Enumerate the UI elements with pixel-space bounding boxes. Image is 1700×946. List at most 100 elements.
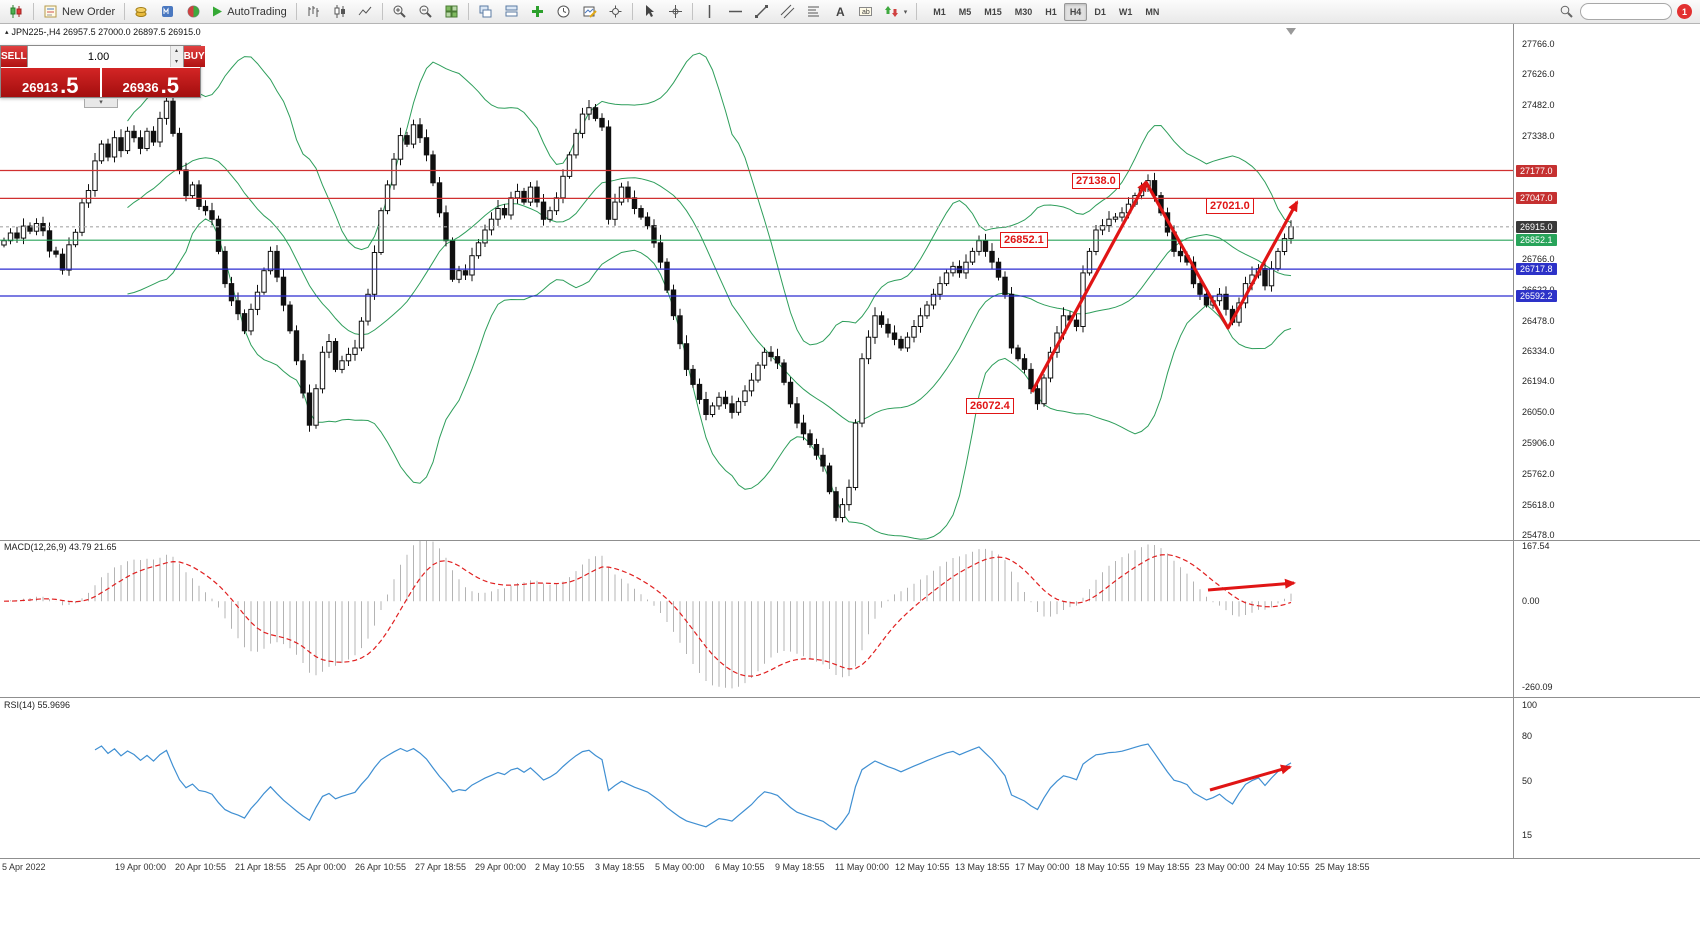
pane-separator[interactable]	[0, 697, 1700, 698]
volume-spinner: ▴ ▾	[169, 46, 183, 67]
cascade-windows-button[interactable]	[473, 2, 498, 22]
rsi-label: RSI(14) 55.9696	[4, 700, 71, 710]
horizontal-line-button[interactable]	[723, 2, 748, 22]
price-axis-label: 25762.0	[1522, 469, 1555, 480]
svg-text:ab: ab	[862, 9, 870, 16]
bars-chart-button[interactable]	[301, 2, 326, 22]
price-axis[interactable]: 27766.0 27626.0 27482.0 27338.0 26766.0 26622…	[1513, 24, 1700, 858]
timeframe-w1-button[interactable]: W1	[1113, 3, 1139, 21]
time-axis-label: 19 May 18:55	[1135, 862, 1190, 872]
price-axis-label: 27766.0	[1522, 39, 1555, 50]
toolbar-separator	[33, 3, 34, 20]
vline-icon	[708, 5, 710, 18]
sell-price-main: 26913	[21, 80, 59, 96]
arrows-button[interactable]: ▾	[879, 2, 913, 22]
notification-badge[interactable]: 1	[1677, 4, 1692, 19]
timeframe-d1-button[interactable]: D1	[1088, 3, 1112, 21]
toolbar-separator	[124, 3, 126, 20]
time-axis-label: 12 May 10:55	[895, 862, 950, 872]
timeframe-h4-button[interactable]: H4	[1063, 2, 1088, 21]
mql5-icon	[162, 6, 174, 17]
pane-separator	[0, 858, 1700, 859]
order-ticket-icon	[44, 5, 57, 18]
market-button[interactable]	[181, 2, 206, 22]
price-axis-label: 26050.0	[1522, 407, 1555, 418]
ohlc-text: JPN225-,H4 26957.5 27000.0 26897.5 26915…	[11, 27, 201, 37]
macd-label: MACD(12,26,9) 43.79 21.65	[4, 542, 117, 552]
price-chart-pane[interactable]: 27138.0 27021.0 26852.1 26072.4	[0, 24, 1513, 540]
line-chart-button[interactable]	[353, 2, 378, 22]
price-axis-label: 25478.0	[1522, 530, 1555, 541]
one-click-trading-panel: SELL ▴ ▾ BUY 26913.5 26936.5	[0, 45, 205, 99]
price-axis-label: 27626.0	[1522, 69, 1555, 80]
time-axis-label: 29 Apr 00:00	[475, 862, 527, 872]
channel-button[interactable]	[775, 2, 800, 22]
rsi-pane[interactable]: RSI(14) 55.9696	[0, 698, 1513, 858]
timeframe-m1-button[interactable]: M1	[927, 3, 952, 21]
text-button[interactable]: A	[827, 2, 852, 22]
price-axis-label: 26622.0	[1522, 285, 1555, 295]
time-axis[interactable]: 5 Apr 2022 19 Apr 00:00 20 Apr 10:55 21 Apr…	[0, 858, 1513, 946]
zoom-out-button[interactable]	[413, 2, 438, 22]
buy-price-display[interactable]: 26936.5	[101, 68, 200, 99]
arrange-windows-button[interactable]	[499, 2, 524, 22]
indicators-button[interactable]	[525, 2, 550, 22]
cursor-icon	[645, 5, 654, 17]
chart-settings-button[interactable]	[603, 2, 628, 22]
chevron-down-icon: ▾	[903, 8, 908, 16]
rsi-axis-label: 50	[1522, 776, 1533, 787]
trade-panel-expand-button[interactable]: ▾	[84, 99, 118, 108]
text-label-button[interactable]: ab	[853, 2, 878, 22]
trendline-button[interactable]	[749, 2, 774, 22]
zoom-in-button[interactable]	[387, 2, 412, 22]
search-input[interactable]	[1580, 3, 1672, 20]
macd-axis-label: -260.09	[1522, 682, 1553, 692]
timeframe-h1-button[interactable]: H1	[1039, 3, 1063, 21]
zoom-in-icon	[393, 5, 406, 18]
macd-pane[interactable]: MACD(12,26,9) 43.79 21.65	[0, 538, 1513, 697]
price-chart-canvas[interactable]	[0, 24, 1513, 540]
time-axis-label: 3 May 18:55	[595, 862, 645, 872]
timeframe-m30-button[interactable]: M30	[1009, 3, 1039, 21]
time-axis-label: 13 May 18:55	[955, 862, 1010, 872]
volume-input[interactable]	[27, 46, 170, 67]
time-axis-label: 27 Apr 18:55	[415, 862, 467, 872]
vertical-line-button[interactable]	[697, 2, 722, 22]
toolbar-separator	[467, 3, 469, 20]
price-axis-badge: 26717.8	[1516, 263, 1557, 276]
timeframe-mn-button[interactable]: MN	[1139, 3, 1165, 21]
periods-button[interactable]	[551, 2, 576, 22]
time-axis-label: 19 Apr 00:00	[115, 862, 167, 872]
sell-price-display[interactable]: 26913.5	[1, 68, 102, 97]
new-order-button[interactable]: New Order	[38, 2, 120, 22]
indicators-icon	[531, 6, 543, 17]
volume-decrease-button[interactable]: ▾	[170, 56, 183, 67]
coins-button[interactable]	[129, 2, 154, 22]
tile-windows-button[interactable]	[439, 2, 464, 22]
buy-price-main: 26936	[122, 80, 159, 96]
time-axis-label: 17 May 00:00	[1015, 862, 1070, 872]
sell-button[interactable]: SELL	[1, 46, 27, 67]
volume-increase-button[interactable]: ▴	[170, 46, 183, 57]
macd-axis-label: 0.00	[1522, 596, 1540, 607]
time-axis-label: 2 May 10:55	[535, 862, 585, 872]
timeframe-m5-button[interactable]: M5	[953, 3, 978, 21]
mql5-community-button[interactable]	[155, 2, 180, 22]
market-icon	[187, 5, 200, 18]
pane-separator[interactable]	[0, 540, 1700, 541]
fibonacci-button[interactable]	[801, 2, 826, 22]
search-icon	[1554, 2, 1579, 22]
macd-canvas[interactable]	[0, 538, 1513, 697]
timeframe-m15-button[interactable]: M15	[978, 3, 1008, 21]
sell-price-frac: .5	[60, 73, 79, 99]
crosshair-button[interactable]	[663, 2, 688, 22]
cursor-button[interactable]	[637, 2, 662, 22]
toolbar-separator	[381, 3, 383, 20]
candle-chart-button[interactable]	[327, 2, 352, 22]
time-axis-label: 21 Apr 18:55	[235, 862, 287, 872]
templates-button[interactable]	[577, 2, 602, 22]
buy-price-frac: .5	[160, 73, 179, 99]
buy-button[interactable]: BUY	[183, 46, 205, 67]
rsi-canvas[interactable]	[0, 698, 1513, 858]
autotrading-button[interactable]: AutoTrading	[207, 2, 292, 22]
